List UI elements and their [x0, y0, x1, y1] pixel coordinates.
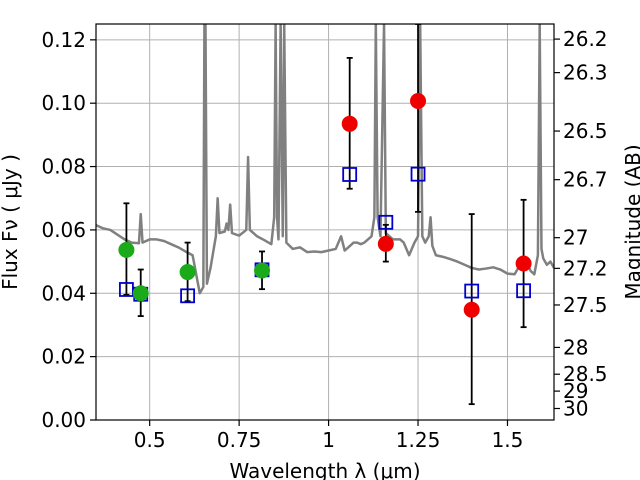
y-tick-label: 0.06	[41, 218, 86, 242]
model-spectrum-line	[96, 24, 554, 295]
x-axis-ticks: 0.5 0.75 1 1.25 1.5	[134, 420, 524, 452]
model-square-marker	[516, 283, 531, 299]
x-tick-label: 0.75	[217, 428, 262, 452]
x-tick-label: 1.5	[492, 428, 524, 452]
right-tick-label: 26.3	[563, 61, 608, 85]
y-axis-title: Flux Fν ( μJy )	[0, 154, 22, 290]
model-square-marker	[378, 214, 394, 230]
right-tick-label: 30	[563, 396, 588, 420]
y-axis-ticks: 0.00 0.02 0.04 0.06 0.08 0.10 0.12	[41, 28, 96, 432]
y-tick-label: 0.00	[41, 408, 86, 432]
plot-frame	[95, 23, 555, 421]
right-tick-label: 26.5	[563, 119, 608, 143]
observed-circle-marker	[118, 241, 135, 258]
observed-circle-marker	[515, 255, 532, 272]
observed-circle-marker	[254, 262, 271, 279]
right-tick-label: 28	[563, 335, 588, 359]
observed-photometry-points	[118, 92, 532, 318]
right-tick-label: 26.2	[563, 27, 608, 51]
right-tick-label: 27.5	[563, 293, 608, 317]
observed-circle-marker	[179, 264, 196, 281]
observed-circle-marker	[463, 301, 480, 318]
y-tick-label: 0.12	[41, 28, 86, 52]
right-tick-label: 27	[563, 226, 588, 250]
right-tick-label: 27.2	[563, 256, 608, 280]
model-square-marker	[464, 283, 480, 299]
right-tick-label: 26.7	[563, 168, 608, 192]
x-tick-label: 0.5	[134, 428, 166, 452]
observed-circle-marker	[377, 235, 394, 252]
model-square-marker	[342, 167, 358, 182]
observed-circle-marker	[341, 115, 358, 132]
right-tick-label: 28.5	[563, 362, 608, 386]
x-axis-title: Wavelength λ (μm)	[229, 459, 420, 480]
model-square-marker	[180, 288, 196, 304]
model-square-marker	[410, 166, 426, 182]
observed-circle-marker	[410, 92, 427, 109]
y-tick-label: 0.08	[41, 155, 86, 179]
right-axis-title: Magnitude (AB)	[621, 144, 640, 299]
y-tick-label: 0.04	[41, 281, 86, 305]
model-square-marker	[119, 282, 134, 297]
y-tick-label: 0.02	[41, 345, 86, 369]
x-tick-label: 1.25	[396, 428, 441, 452]
y-tick-label: 0.10	[41, 91, 86, 115]
observed-circle-marker	[132, 285, 149, 302]
x-tick-label: 1	[322, 428, 335, 452]
plot-background	[96, 24, 554, 420]
right-tick-label: 29	[563, 379, 588, 403]
